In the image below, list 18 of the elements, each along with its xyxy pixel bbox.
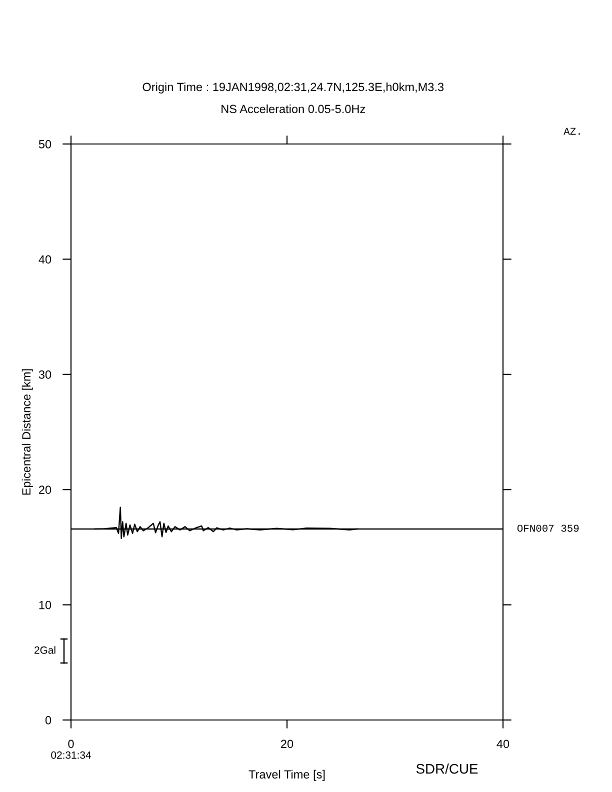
y-tick-label: 20 <box>39 486 52 494</box>
x-tick-label: 20 <box>281 740 294 748</box>
text: 2Gal <box>34 646 56 654</box>
x-tick-label: 0 <box>68 740 74 748</box>
text: SDR/CUE <box>416 764 478 774</box>
ref-line-label: OFN007 359 <box>517 524 579 532</box>
y-tick-label: 50 <box>38 140 52 148</box>
x-tick-label: 40 <box>496 740 510 748</box>
y-tick-label: 10 <box>39 600 52 610</box>
text: 02:31:34 <box>51 751 91 759</box>
chart-title: Origin Time : 19JAN1998,02:31,24.7N,125.3E,h0km,M3.3 <box>142 82 444 94</box>
y-axis-title: Epicentral Distance [km] <box>22 369 33 495</box>
y-tick-label: 0 <box>45 716 52 724</box>
y-tick-label: 40 <box>38 255 52 264</box>
chart-subtitle: NS Acceleration 0.05-5.0Hz <box>222 104 366 114</box>
x-axis-title: Travel Time [s] <box>248 770 325 781</box>
text: AZ. <box>564 128 580 135</box>
y-tick-label: 30 <box>38 370 52 379</box>
